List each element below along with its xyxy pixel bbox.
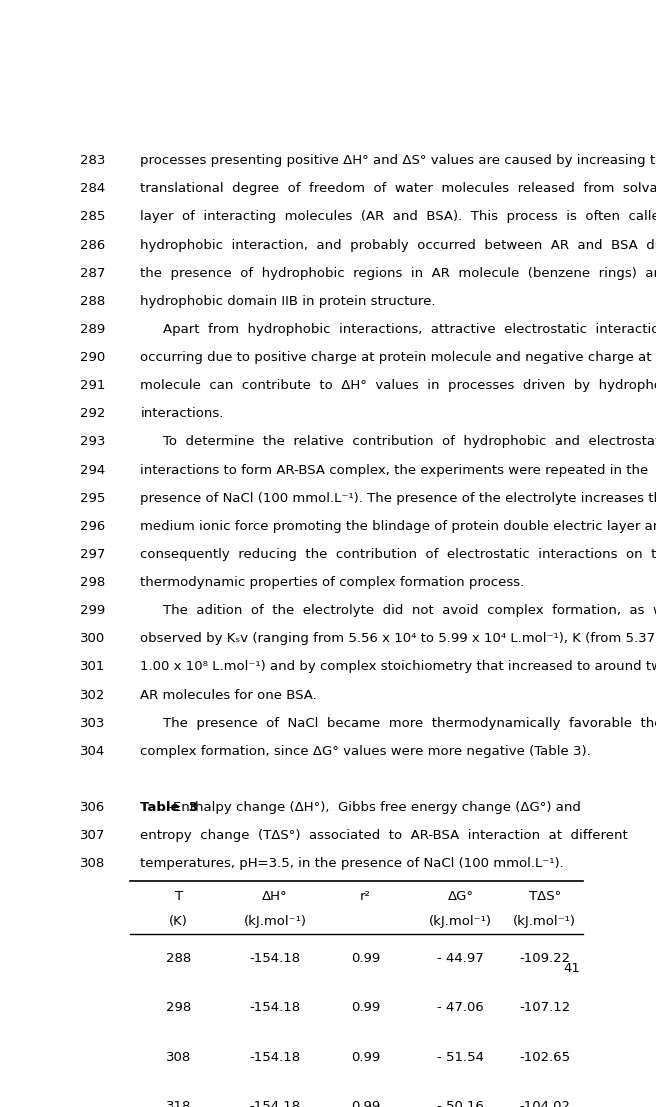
Text: -154.18: -154.18 <box>250 952 300 965</box>
Text: hydrophobic domain IIB in protein structure.: hydrophobic domain IIB in protein struct… <box>140 294 436 308</box>
Text: 289: 289 <box>79 323 105 335</box>
Text: Table  3: Table 3 <box>140 801 199 814</box>
Text: T: T <box>174 890 182 903</box>
Text: 298: 298 <box>166 1002 191 1014</box>
Text: medium ionic force promoting the blindage of protein double electric layer and: medium ionic force promoting the blindag… <box>140 520 656 532</box>
Text: 294: 294 <box>79 464 105 477</box>
Text: thermodynamic properties of complex formation process.: thermodynamic properties of complex form… <box>140 576 525 589</box>
Text: The  adition  of  the  electrolyte  did  not  avoid  complex  formation,  as  wa: The adition of the electrolyte did not a… <box>163 604 656 618</box>
Text: 297: 297 <box>79 548 105 561</box>
Text: hydrophobic  interaction,  and  probably  occurred  between  AR  and  BSA  due  : hydrophobic interaction, and probably oc… <box>140 238 656 251</box>
Text: 288: 288 <box>166 952 191 965</box>
Text: 287: 287 <box>79 267 105 280</box>
Text: 0.99: 0.99 <box>351 952 380 965</box>
Text: 41: 41 <box>564 962 580 975</box>
Text: interactions.: interactions. <box>140 407 224 421</box>
Text: 1.00 x 10⁸ L.mol⁻¹) and by complex stoichiometry that increased to around two: 1.00 x 10⁸ L.mol⁻¹) and by complex stoic… <box>140 661 656 673</box>
Text: The  presence  of  NaCl  became  more  thermodynamically  favorable  the: The presence of NaCl became more thermod… <box>163 716 656 730</box>
Text: translational  degree  of  freedom  of  water  molecules  released  from  solvat: translational degree of freedom of water… <box>140 183 656 195</box>
Text: ΔG°: ΔG° <box>448 890 474 903</box>
Text: presence of NaCl (100 mmol.L⁻¹). The presence of the electrolyte increases the: presence of NaCl (100 mmol.L⁻¹). The pre… <box>140 492 656 505</box>
Text: consequently  reducing  the  contribution  of  electrostatic  interactions  on  : consequently reducing the contribution o… <box>140 548 656 561</box>
Text: 284: 284 <box>79 183 105 195</box>
Text: - 51.54: - 51.54 <box>438 1051 484 1064</box>
Text: 308: 308 <box>79 858 105 870</box>
Text: 301: 301 <box>79 661 105 673</box>
Text: 0.99: 0.99 <box>351 1100 380 1107</box>
Text: AR molecules for one BSA.: AR molecules for one BSA. <box>140 689 318 702</box>
Text: 299: 299 <box>79 604 105 618</box>
Text: temperatures, pH=3.5, in the presence of NaCl (100 mmol.L⁻¹).: temperatures, pH=3.5, in the presence of… <box>140 858 564 870</box>
Text: complex formation, since ΔG° values were more negative (Table 3).: complex formation, since ΔG° values were… <box>140 745 591 758</box>
Text: 293: 293 <box>79 435 105 448</box>
Text: -109.22: -109.22 <box>519 952 570 965</box>
Text: 298: 298 <box>79 576 105 589</box>
Text: molecule  can  contribute  to  ΔH°  values  in  processes  driven  by  hydrophob: molecule can contribute to ΔH° values in… <box>140 380 656 392</box>
Text: 286: 286 <box>79 238 105 251</box>
Text: 308: 308 <box>166 1051 191 1064</box>
Text: 307: 307 <box>79 829 105 842</box>
Text: 318: 318 <box>166 1100 192 1107</box>
Text: 304: 304 <box>79 745 105 758</box>
Text: 0.99: 0.99 <box>351 1051 380 1064</box>
Text: TΔS°: TΔS° <box>529 890 561 903</box>
Text: interactions to form AR-BSA complex, the experiments were repeated in the: interactions to form AR-BSA complex, the… <box>140 464 649 477</box>
Text: 285: 285 <box>79 210 105 224</box>
Text: - 44.97: - 44.97 <box>438 952 484 965</box>
Text: (kJ.mol⁻¹): (kJ.mol⁻¹) <box>429 915 492 928</box>
Text: 295: 295 <box>79 492 105 505</box>
Text: the  presence  of  hydrophobic  regions  in  AR  molecule  (benzene  rings)  and: the presence of hydrophobic regions in A… <box>140 267 656 280</box>
Text: occurring due to positive charge at protein molecule and negative charge at AR: occurring due to positive charge at prot… <box>140 351 656 364</box>
Text: 306: 306 <box>79 801 105 814</box>
Text: entropy  change  (TΔS°)  associated  to  AR-BSA  interaction  at  different: entropy change (TΔS°) associated to AR-B… <box>140 829 628 842</box>
Text: r²: r² <box>360 890 371 903</box>
Text: 292: 292 <box>79 407 105 421</box>
Text: -154.18: -154.18 <box>250 1051 300 1064</box>
Text: layer  of  interacting  molecules  (AR  and  BSA).  This  process  is  often  ca: layer of interacting molecules (AR and B… <box>140 210 656 224</box>
Text: processes presenting positive ΔH° and ΔS° values are caused by increasing the: processes presenting positive ΔH° and ΔS… <box>140 154 656 167</box>
Text: 302: 302 <box>79 689 105 702</box>
Text: 290: 290 <box>79 351 105 364</box>
Text: -107.12: -107.12 <box>519 1002 570 1014</box>
Text: - 47.06: - 47.06 <box>438 1002 484 1014</box>
Text: 296: 296 <box>79 520 105 532</box>
Text: observed by Kₛv (ranging from 5.56 x 10⁴ to 5.99 x 10⁴ L.mol⁻¹), K (from 5.37 to: observed by Kₛv (ranging from 5.56 x 10⁴… <box>140 632 656 645</box>
Text: 288: 288 <box>79 294 105 308</box>
Text: 303: 303 <box>79 716 105 730</box>
Text: (kJ.mol⁻¹): (kJ.mol⁻¹) <box>513 915 576 928</box>
Text: 283: 283 <box>79 154 105 167</box>
Text: To  determine  the  relative  contribution  of  hydrophobic  and  electrostatic: To determine the relative contribution o… <box>163 435 656 448</box>
Text: -102.65: -102.65 <box>519 1051 570 1064</box>
Text: -154.18: -154.18 <box>250 1002 300 1014</box>
Text: - 50.16: - 50.16 <box>438 1100 484 1107</box>
Text: -104.02: -104.02 <box>519 1100 570 1107</box>
Text: 300: 300 <box>79 632 105 645</box>
Text: (K): (K) <box>169 915 188 928</box>
Text: Apart  from  hydrophobic  interactions,  attractive  electrostatic  interactions: Apart from hydrophobic interactions, att… <box>163 323 656 335</box>
Text: -Enthalpy change (ΔH°),  Gibbs free energy change (ΔG°) and: -Enthalpy change (ΔH°), Gibbs free energ… <box>164 801 581 814</box>
Text: 291: 291 <box>79 380 105 392</box>
Text: 0.99: 0.99 <box>351 1002 380 1014</box>
Text: (kJ.mol⁻¹): (kJ.mol⁻¹) <box>243 915 307 928</box>
Text: -154.18: -154.18 <box>250 1100 300 1107</box>
Text: ΔH°: ΔH° <box>262 890 288 903</box>
